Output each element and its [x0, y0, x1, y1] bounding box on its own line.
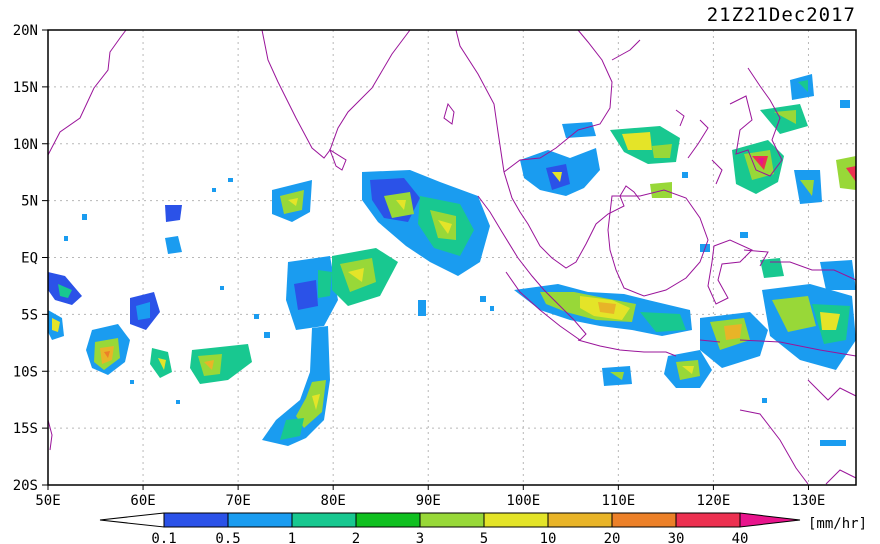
longitude-label: 130E — [792, 493, 826, 509]
rain-cell — [165, 205, 182, 222]
colorbar-tick-label: 1 — [288, 531, 296, 544]
rain-cell — [732, 140, 784, 194]
latitude-label: 5S — [21, 307, 38, 323]
map-area — [47, 29, 857, 486]
rain-cell — [762, 284, 856, 370]
longitude-labels: 50E 60E 70E 80E 90E 100E 110E 120E 130E — [35, 485, 825, 509]
longitude-label: 110E — [601, 493, 635, 509]
colorbar-segment — [483, 512, 549, 528]
colorbar-over-arrow — [739, 512, 801, 528]
longitude-label: 100E — [506, 493, 540, 509]
longitude-label: 70E — [225, 493, 250, 509]
colorbar-segment — [355, 512, 421, 528]
colorbar-segment — [675, 512, 741, 528]
rain-cell — [130, 292, 160, 330]
rain-cell — [165, 236, 182, 254]
colorbar-tick-label: 0.1 — [151, 531, 176, 544]
rain-cell — [514, 284, 692, 336]
latitude-label: 10N — [13, 137, 38, 153]
rain-cell — [332, 248, 398, 306]
colorbar-segment — [163, 512, 229, 528]
gridlines — [48, 30, 856, 485]
latitude-label: 20S — [13, 478, 38, 494]
latitude-label: 15N — [13, 80, 38, 96]
rain-cell — [48, 310, 64, 340]
colorbar-tick-label: 30 — [668, 531, 685, 544]
rain-cell — [820, 260, 856, 290]
latitude-label: 15S — [13, 421, 38, 437]
rain-cell — [520, 148, 600, 196]
rain-cell — [286, 256, 338, 330]
colorbar-unit: [mm/hr] — [808, 516, 867, 532]
rain-cell — [664, 350, 712, 388]
rain-cell — [790, 74, 814, 100]
colorbar-tick-label: 0.5 — [215, 531, 240, 544]
longitude-label: 80E — [321, 493, 346, 509]
latitude-labels: 20N 15N 10N 5N EQ 5S 10S 15S 20S — [13, 23, 48, 494]
rain-cell — [794, 170, 822, 204]
rain-cell — [190, 344, 252, 384]
latitude-label: EQ — [21, 251, 38, 267]
rain-cell — [760, 104, 808, 134]
longitude-label: 60E — [130, 493, 155, 509]
rain-cell — [610, 126, 680, 164]
latitude-label: 20N — [13, 23, 38, 39]
rain-cell — [48, 272, 82, 305]
rain-cell — [650, 182, 672, 198]
colorbar: [mm/hr] 0.1 0.5 1 2 3 5 10 20 30 40 — [99, 512, 867, 544]
latitude-label: 5N — [21, 194, 38, 210]
rain-cell — [362, 170, 490, 276]
rain-cell — [602, 366, 632, 386]
colorbar-tick-label: 2 — [352, 531, 360, 544]
colorbar-under-arrow — [99, 512, 165, 528]
latitude-label: 10S — [13, 364, 38, 380]
colorbar-segment — [547, 512, 613, 528]
rain-cell — [150, 348, 172, 378]
coastlines — [47, 29, 857, 485]
longitude-label: 50E — [35, 493, 60, 509]
colorbar-segment — [227, 512, 293, 528]
colorbar-tick-label: 20 — [604, 531, 621, 544]
colorbar-tick-label: 3 — [416, 531, 424, 544]
map-title: 21Z21Dec2017 — [707, 4, 856, 26]
precipitation-field — [48, 74, 856, 446]
rain-cell — [262, 326, 330, 446]
rain-cell — [86, 324, 130, 375]
colorbar-segment — [419, 512, 485, 528]
colorbar-segment — [611, 512, 677, 528]
rain-cell — [760, 258, 784, 278]
longitude-label: 90E — [416, 493, 441, 509]
colorbar-segment — [291, 512, 357, 528]
colorbar-tick-label: 5 — [480, 531, 488, 544]
colorbar-tick-label: 40 — [732, 531, 749, 544]
longitude-label: 120E — [697, 493, 731, 509]
rain-cell — [700, 312, 768, 368]
colorbar-tick-label: 10 — [540, 531, 557, 544]
rain-cell — [272, 180, 312, 222]
rain-cell — [836, 156, 856, 190]
